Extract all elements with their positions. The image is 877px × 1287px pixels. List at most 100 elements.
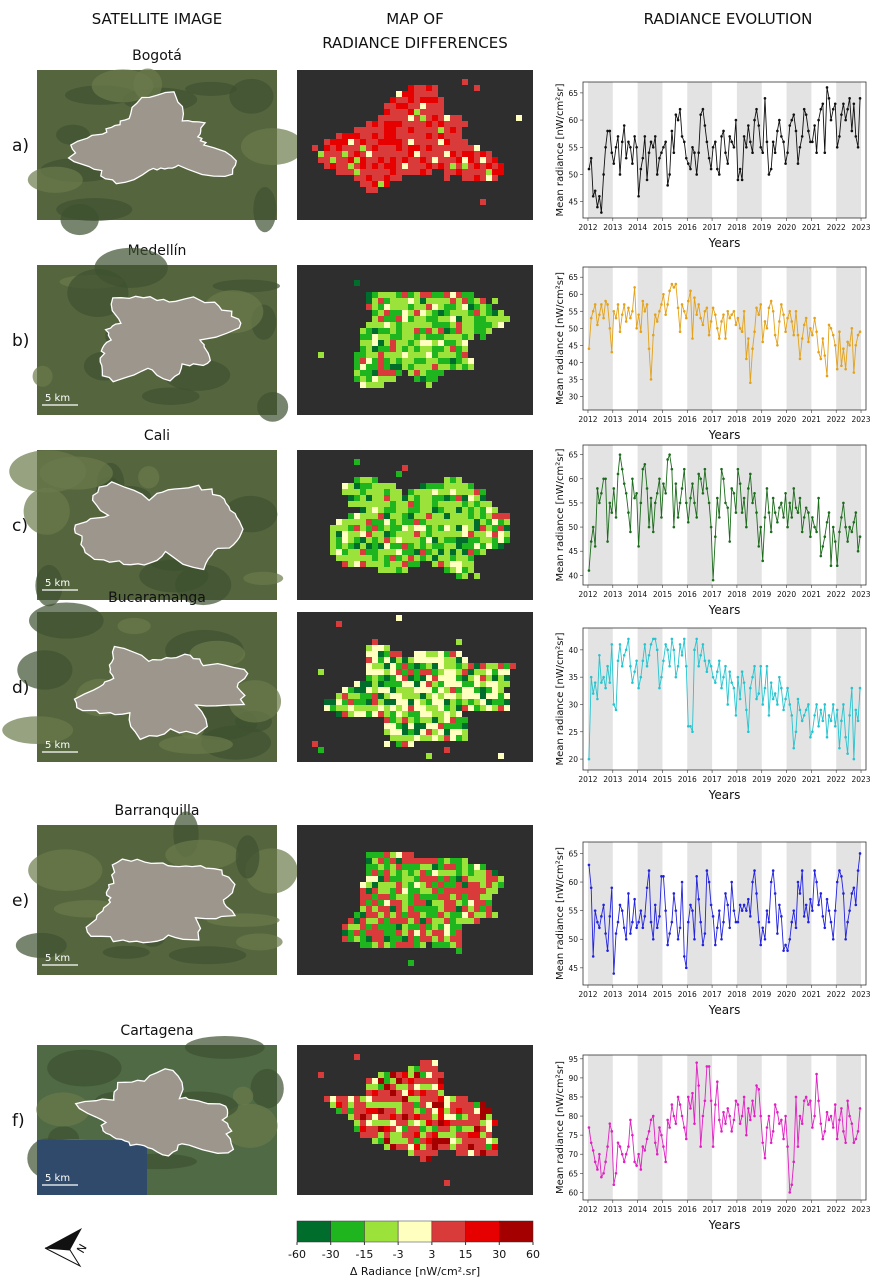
- map-pixel: [462, 567, 468, 573]
- data-point: [641, 926, 645, 930]
- data-point: [591, 309, 595, 313]
- data-point: [796, 1145, 800, 1148]
- data-point: [676, 937, 680, 941]
- x-tick-label: 2012: [578, 990, 597, 999]
- map-pixel: [360, 1132, 366, 1138]
- satellite-image: 5 km: [27, 1035, 284, 1195]
- map-pixel: [396, 729, 402, 735]
- map-pixel: [480, 519, 486, 525]
- map-pixel: [426, 723, 432, 729]
- map-pixel: [468, 918, 474, 924]
- map-pixel: [444, 924, 450, 930]
- data-point: [846, 752, 849, 755]
- data-point: [838, 330, 841, 333]
- data-point: [858, 535, 862, 539]
- map-pixel: [480, 513, 486, 519]
- map-pixel: [462, 906, 468, 912]
- x-tick-label: 2023: [851, 1205, 870, 1214]
- map-pixel: [402, 543, 408, 549]
- data-point: [610, 1130, 614, 1133]
- data-point: [653, 903, 657, 907]
- terrain-patch: [185, 81, 237, 96]
- map-pixel: [372, 1084, 378, 1090]
- data-point: [726, 703, 730, 706]
- satellite-image: 5 km: [9, 450, 284, 607]
- data-point: [637, 545, 640, 548]
- map-pixel: [456, 657, 462, 663]
- map-pixel: [498, 519, 504, 525]
- map-pixel: [480, 1138, 486, 1144]
- data-point: [664, 1160, 667, 1164]
- data-point: [701, 107, 705, 111]
- data-point: [707, 1065, 711, 1068]
- y-axis-label: Mean radiance [nW/cm²sr]: [555, 272, 566, 405]
- map-pixel: [360, 513, 366, 519]
- map-pixel: [414, 304, 420, 310]
- map-pixel: [426, 663, 432, 669]
- map-pixel: [498, 669, 504, 675]
- data-point: [757, 1088, 761, 1091]
- map-pixel: [444, 127, 450, 133]
- data-point: [736, 675, 740, 679]
- data-point: [633, 897, 636, 901]
- data-point: [753, 118, 756, 122]
- map-pixel: [492, 310, 498, 316]
- data-point: [668, 932, 671, 935]
- data-point: [728, 926, 732, 930]
- map-pixel: [426, 1102, 432, 1108]
- data-point: [703, 659, 707, 663]
- data-point: [835, 564, 839, 567]
- map-pixel: [462, 675, 468, 681]
- map-pixel: [420, 352, 426, 358]
- map-pixel: [378, 537, 384, 543]
- map-pixel: [348, 525, 354, 531]
- data-point: [838, 1118, 841, 1122]
- map-pixel: [474, 681, 480, 687]
- data-point: [757, 313, 761, 316]
- map-pixel: [342, 139, 348, 145]
- map-pixel: [450, 340, 456, 346]
- map-pixel: [336, 169, 342, 175]
- map-pixel: [426, 693, 432, 699]
- data-point: [813, 525, 816, 529]
- map-pixel: [354, 280, 360, 286]
- map-pixel: [324, 1096, 330, 1102]
- data-point: [596, 697, 599, 701]
- map-pixel: [342, 537, 348, 543]
- map-pixel: [414, 1066, 420, 1072]
- data-point: [707, 333, 711, 337]
- map-pixel: [372, 370, 378, 376]
- map-pixel: [408, 1138, 414, 1144]
- data-point: [807, 129, 810, 133]
- urban-area: [74, 1068, 235, 1157]
- map-pixel: [402, 97, 408, 103]
- map-pixel: [366, 894, 372, 900]
- data-point: [606, 949, 609, 952]
- map-pixel: [420, 525, 426, 531]
- map-pixel: [414, 651, 420, 657]
- map-pixel: [402, 127, 408, 133]
- map-pixel: [420, 115, 426, 121]
- map-pixel: [432, 723, 438, 729]
- map-pixel: [408, 741, 414, 747]
- map-pixel: [480, 888, 486, 894]
- map-pixel: [366, 145, 372, 151]
- map-pixel: [438, 918, 444, 924]
- map-pixel: [438, 298, 444, 304]
- map-pixel: [378, 121, 384, 127]
- data-point: [823, 151, 827, 155]
- data-point: [608, 915, 612, 918]
- map-pixel: [336, 621, 342, 627]
- map-pixel: [450, 936, 456, 942]
- terrain-patch: [47, 1049, 122, 1087]
- data-point: [633, 1160, 636, 1164]
- data-point: [600, 1175, 603, 1179]
- map-pixel: [366, 888, 372, 894]
- map-pixel: [480, 705, 486, 711]
- map-pixel: [450, 693, 456, 699]
- map-pixel: [372, 543, 378, 549]
- map-pixel: [456, 358, 462, 364]
- map-pixel: [438, 561, 444, 567]
- map-pixel: [462, 139, 468, 145]
- data-point: [709, 664, 713, 668]
